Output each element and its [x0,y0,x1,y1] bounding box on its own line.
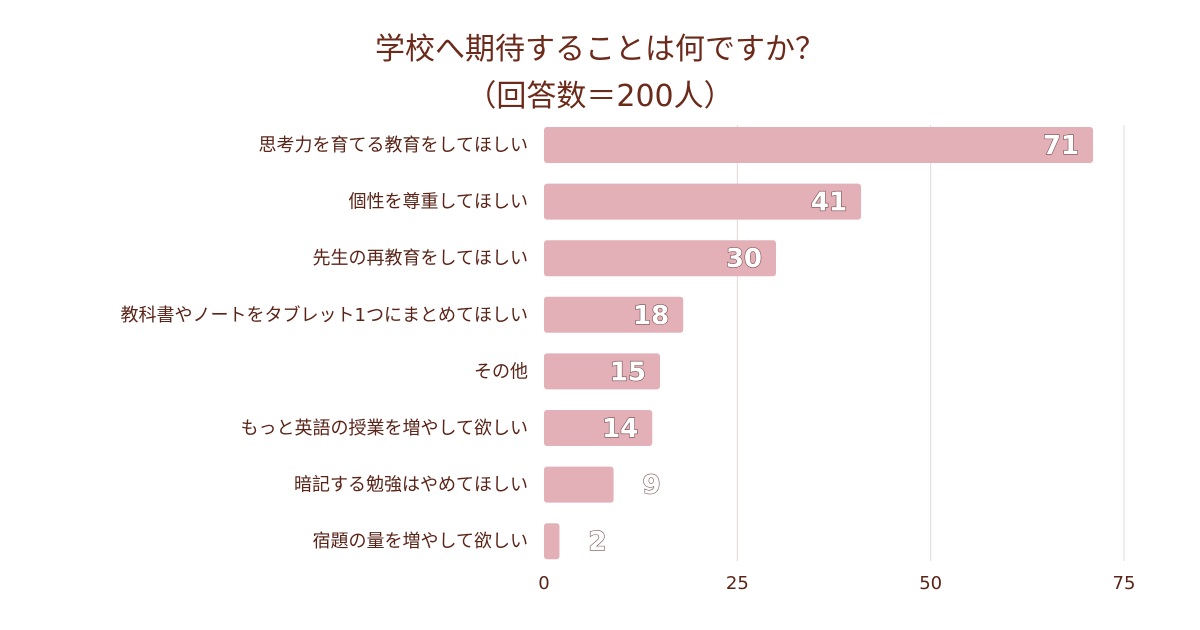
x-tick-label: 75 [1113,573,1136,594]
category-label: 先生の再教育をしてほしい [313,248,528,269]
chart-title: 学校へ期待することは何ですか？ [375,32,825,67]
bar [544,183,862,220]
category-label: 宿題の量を増やして欲しい [313,531,528,552]
x-tick-label: 50 [919,573,942,594]
category-label: 思考力を育てる教育をしてほしい [259,135,528,156]
category-label: 個性を尊重してほしい [349,192,528,213]
data-label: 71 [1043,131,1079,161]
chart-subtitle: （回答数＝200人） [466,79,734,114]
bar [544,127,1094,163]
data-label: 41 [811,188,847,218]
category-label: 暗記する勉強はやめてほしい [294,475,528,496]
data-label: 2 [588,527,606,557]
category-label: その他 [474,361,528,382]
data-label: 30 [726,244,762,274]
x-tick-label: 25 [726,573,749,594]
bar [544,410,653,446]
data-label: 15 [610,357,646,387]
category-label: もっと英語の授業を増やして欲しい [241,418,528,439]
data-label: 18 [633,301,669,331]
x-tick-label: 0 [538,573,549,594]
bar [544,523,560,560]
bar [544,353,660,390]
data-label: 14 [602,414,638,444]
bar [544,466,614,503]
bar [544,240,776,277]
data-label: 9 [643,471,661,501]
bar [544,296,684,333]
category-label: 教科書やノートをタブレット1つにまとめてほしい [121,304,528,326]
